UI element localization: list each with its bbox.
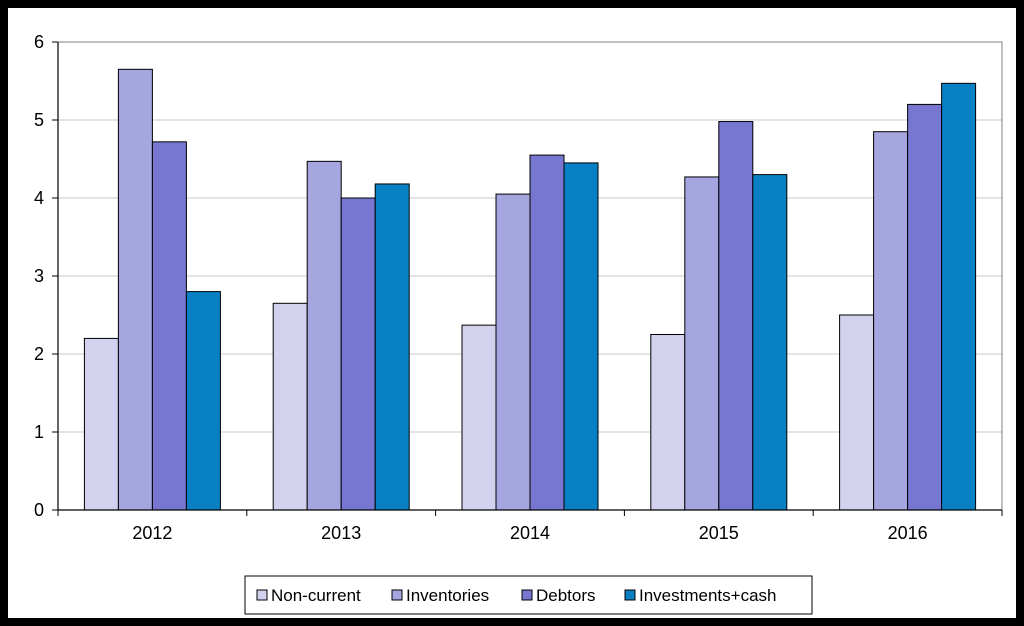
y-tick-label: 4 <box>34 188 44 208</box>
y-tick-label: 3 <box>34 266 44 286</box>
bar-non-current-2013 <box>272 302 308 511</box>
bar-investments-cash-2016 <box>941 82 977 511</box>
bar-debtors-2012 <box>151 141 187 511</box>
bar-inventories-2014 <box>495 193 531 511</box>
bar-investments-cash-2012 <box>185 291 221 511</box>
bar-non-current-2016 <box>839 314 875 511</box>
bar-investments-cash-2013 <box>374 183 410 511</box>
legend-label: Debtors <box>536 586 596 605</box>
axes <box>52 41 1003 516</box>
x-tick-label: 2016 <box>888 523 928 543</box>
y-tick-label: 2 <box>34 344 44 364</box>
x-tick-label: 2012 <box>132 523 172 543</box>
bar-non-current-2015 <box>650 334 686 511</box>
bar-debtors-2016 <box>907 103 943 511</box>
legend-label: Non-current <box>271 586 361 605</box>
chart-frame: 0 1 2 3 4 5 6 2012 2013 2014 2015 2016 Non-current… <box>8 8 1016 618</box>
bar-inventories-2016 <box>873 131 909 511</box>
bar-debtors-2015 <box>718 121 754 511</box>
bar-debtors-2013 <box>340 197 376 511</box>
legend-label: Investments+cash <box>639 586 777 605</box>
bar-inventories-2013 <box>306 160 342 511</box>
x-tick-label: 2015 <box>699 523 739 543</box>
bars <box>83 68 977 511</box>
bar-non-current-2014 <box>461 324 497 511</box>
bar-investments-cash-2015 <box>752 174 788 511</box>
bar-inventories-2015 <box>684 176 720 511</box>
legend-swatch <box>624 589 636 601</box>
y-tick-labels: 0 1 2 3 4 5 6 <box>34 32 44 520</box>
y-tick-label: 5 <box>34 110 44 130</box>
y-tick-label: 6 <box>34 32 44 52</box>
bar-inventories-2012 <box>117 68 153 511</box>
legend-label: Inventories <box>406 586 489 605</box>
bar-investments-cash-2014 <box>563 162 599 511</box>
legend: Non-current Inventories Debtors Investments… <box>244 575 813 615</box>
y-tick-label: 0 <box>34 500 44 520</box>
x-tick-label: 2013 <box>321 523 361 543</box>
x-tick-label: 2014 <box>510 523 550 543</box>
y-tick-label: 1 <box>34 422 44 442</box>
bar-non-current-2012 <box>83 337 119 511</box>
x-tick-labels: 2012 2013 2014 2015 2016 <box>132 523 927 543</box>
legend-swatch <box>521 589 533 601</box>
legend-swatch <box>256 589 268 601</box>
bar-debtors-2014 <box>529 154 565 511</box>
bar-chart: 0 1 2 3 4 5 6 2012 2013 2014 2015 2016 Non-current… <box>34 32 1003 615</box>
legend-swatch <box>391 589 403 601</box>
